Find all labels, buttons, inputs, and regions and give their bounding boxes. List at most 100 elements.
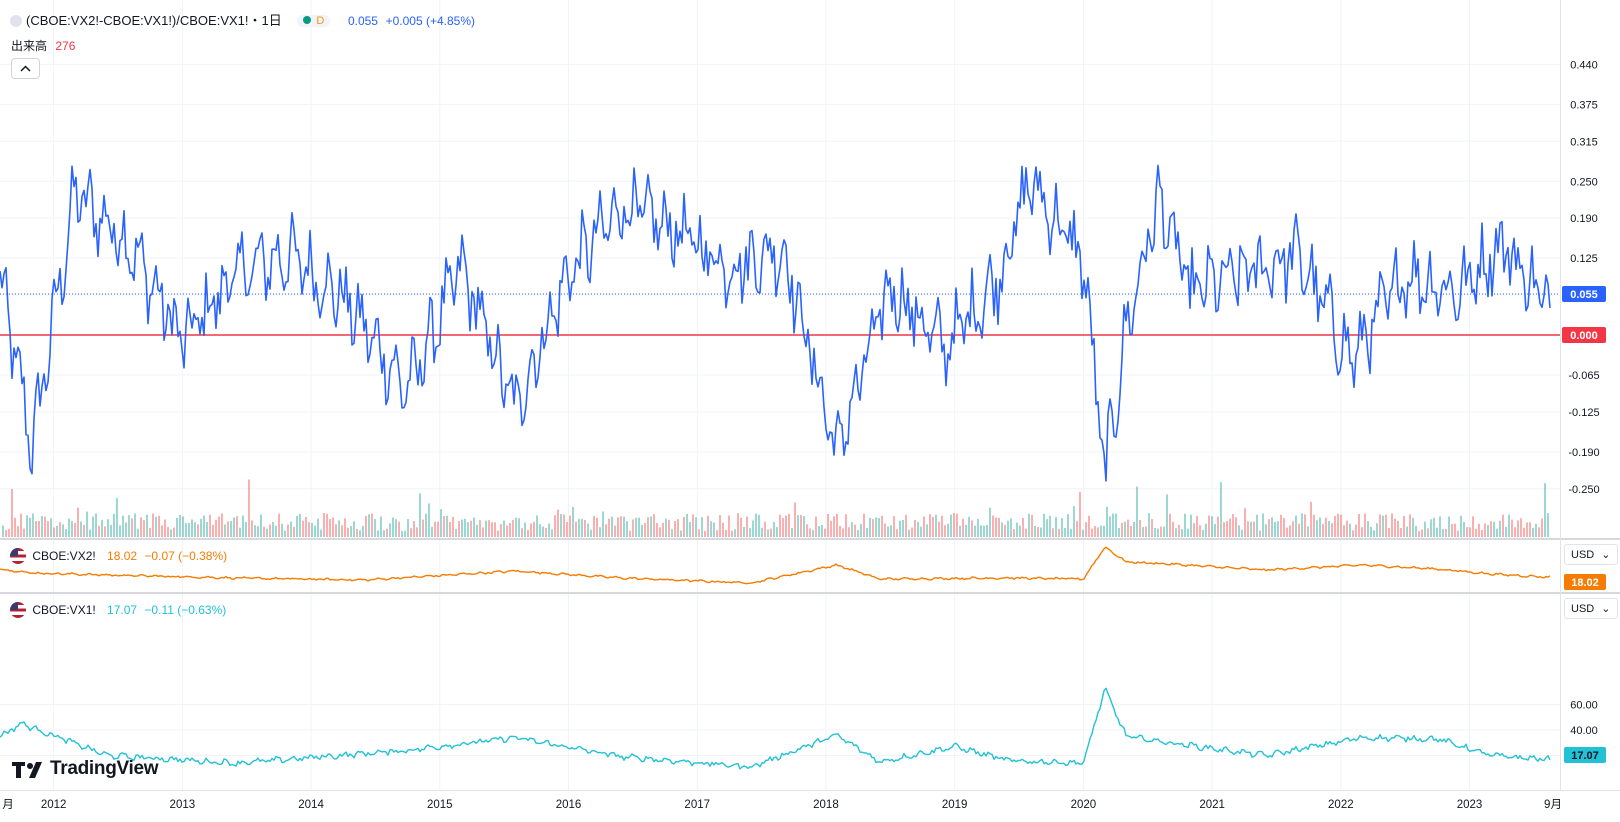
volume-bar: [98, 525, 100, 537]
volume-bar: [263, 526, 265, 537]
volume-bar: [1148, 513, 1150, 537]
volume-bar: [1493, 521, 1495, 537]
volume-bar: [806, 524, 808, 537]
volume-bar: [761, 527, 763, 537]
volume-bar: [1235, 517, 1237, 537]
status-badge[interactable]: D: [297, 15, 331, 27]
volume-bar: [1190, 514, 1192, 537]
volume-bar: [266, 528, 268, 537]
volume-bar: [1004, 524, 1006, 537]
collapse-legend-button[interactable]: [11, 58, 40, 79]
time-tick-label: 2015: [427, 799, 453, 811]
volume-bar: [1187, 528, 1189, 537]
volume-bar: [1535, 523, 1537, 537]
volume-bar: [1472, 516, 1474, 537]
volume-bar: [1250, 521, 1252, 537]
price-tick-label: -0.190: [1568, 447, 1599, 459]
volume-bar: [305, 516, 307, 537]
tradingview-logo[interactable]: TradingView: [12, 756, 159, 782]
volume-bar: [1322, 524, 1324, 537]
volume-bar: [1529, 522, 1531, 537]
volume-bar: [1481, 530, 1483, 537]
volume-bar: [953, 513, 955, 537]
volume-bar: [803, 516, 805, 537]
volume-bar: [476, 524, 478, 537]
time-tick-label: 2018: [813, 799, 839, 811]
volume-bar: [1307, 526, 1309, 537]
volume-bar: [11, 489, 13, 537]
volume-bar: [317, 518, 319, 537]
ratio-price-label: 0.055: [1562, 286, 1606, 302]
volume-bar: [1523, 527, 1525, 537]
volume-bar: [1520, 518, 1522, 537]
volume-bar: [809, 528, 811, 537]
volume-bar: [272, 521, 274, 537]
volume-bar: [1079, 491, 1081, 537]
vx1-series-line: [0, 687, 1551, 770]
volume-bar: [593, 515, 595, 537]
volume-bar: [815, 516, 817, 537]
main-symbol[interactable]: (CBOE:VX2!-CBOE:VX1!)/CBOE:VX1!: [26, 13, 249, 28]
volume-bar: [920, 526, 922, 537]
volume-bar: [785, 515, 787, 537]
volume-bar: [1337, 513, 1339, 537]
vx2-symbol[interactable]: CBOE:VX2!: [32, 549, 96, 563]
volume-bar: [332, 517, 334, 537]
volume-bar: [701, 517, 703, 537]
volume-bar: [1415, 525, 1417, 537]
volume-bar: [1139, 519, 1141, 537]
vx1-symbol[interactable]: CBOE:VX1!: [32, 603, 96, 617]
time-axis[interactable]: 月 2012 2013 2014 2015 2016 2017 2018 2019 2020 202…: [2, 799, 1562, 811]
volume-bar: [167, 527, 169, 537]
currency-label: USD: [1571, 549, 1595, 561]
volume-bar: [542, 526, 544, 537]
volume-bar: [1001, 522, 1003, 537]
volume-bar: [1025, 528, 1027, 537]
volume-bar: [689, 522, 691, 537]
volume-bar: [1286, 527, 1288, 537]
volume-bar: [1319, 517, 1321, 537]
volume-bar: [1112, 513, 1114, 537]
volume-bar: [1262, 513, 1264, 537]
volume-bar: [1367, 521, 1369, 537]
volume-bar: [458, 521, 460, 537]
volume-bar: [1340, 514, 1342, 537]
volume-bar: [737, 513, 739, 537]
time-tick-label: 2012: [41, 799, 67, 811]
volume-bar: [602, 511, 604, 537]
volume-bar: [242, 515, 244, 537]
volume-bar: [134, 513, 136, 537]
volume-bar: [65, 529, 67, 537]
volume-bar: [551, 529, 553, 537]
volume-label[interactable]: 出来高: [11, 39, 48, 53]
volume-bar: [1199, 525, 1201, 537]
volume-bar: [1352, 530, 1354, 537]
volume-bar: [797, 515, 799, 537]
volume-bar: [794, 502, 796, 537]
volume-bar: [1094, 526, 1096, 537]
volume-bar: [1442, 529, 1444, 537]
volume-bar: [596, 517, 598, 537]
volume-bar: [899, 520, 901, 537]
volume-bar: [413, 521, 415, 537]
volume-bar: [1433, 517, 1435, 537]
volume-bar: [197, 524, 199, 537]
vx2-currency-select[interactable]: USD ⌄: [1564, 544, 1618, 565]
price-axis-main[interactable]: 0.4400.3750.3150.2500.1900.1250.065-0.06…: [1568, 59, 1599, 495]
volume-bar: [116, 498, 118, 537]
volume-bar: [605, 524, 607, 537]
volume-bar: [1085, 522, 1087, 537]
volume-bar: [350, 526, 352, 537]
volume-bar: [590, 529, 592, 537]
volume-bar: [1073, 506, 1075, 537]
main-last: 0.055: [347, 14, 378, 28]
volume-bar: [428, 503, 430, 537]
time-tick-label: 2017: [684, 799, 710, 811]
volume-bar: [251, 520, 253, 537]
vx1-currency-select[interactable]: USD ⌄: [1564, 598, 1618, 619]
volume-bar: [893, 516, 895, 537]
volume-bar: [383, 530, 385, 537]
ratio-series-line: [0, 164, 1551, 482]
volume-bar: [635, 517, 637, 537]
